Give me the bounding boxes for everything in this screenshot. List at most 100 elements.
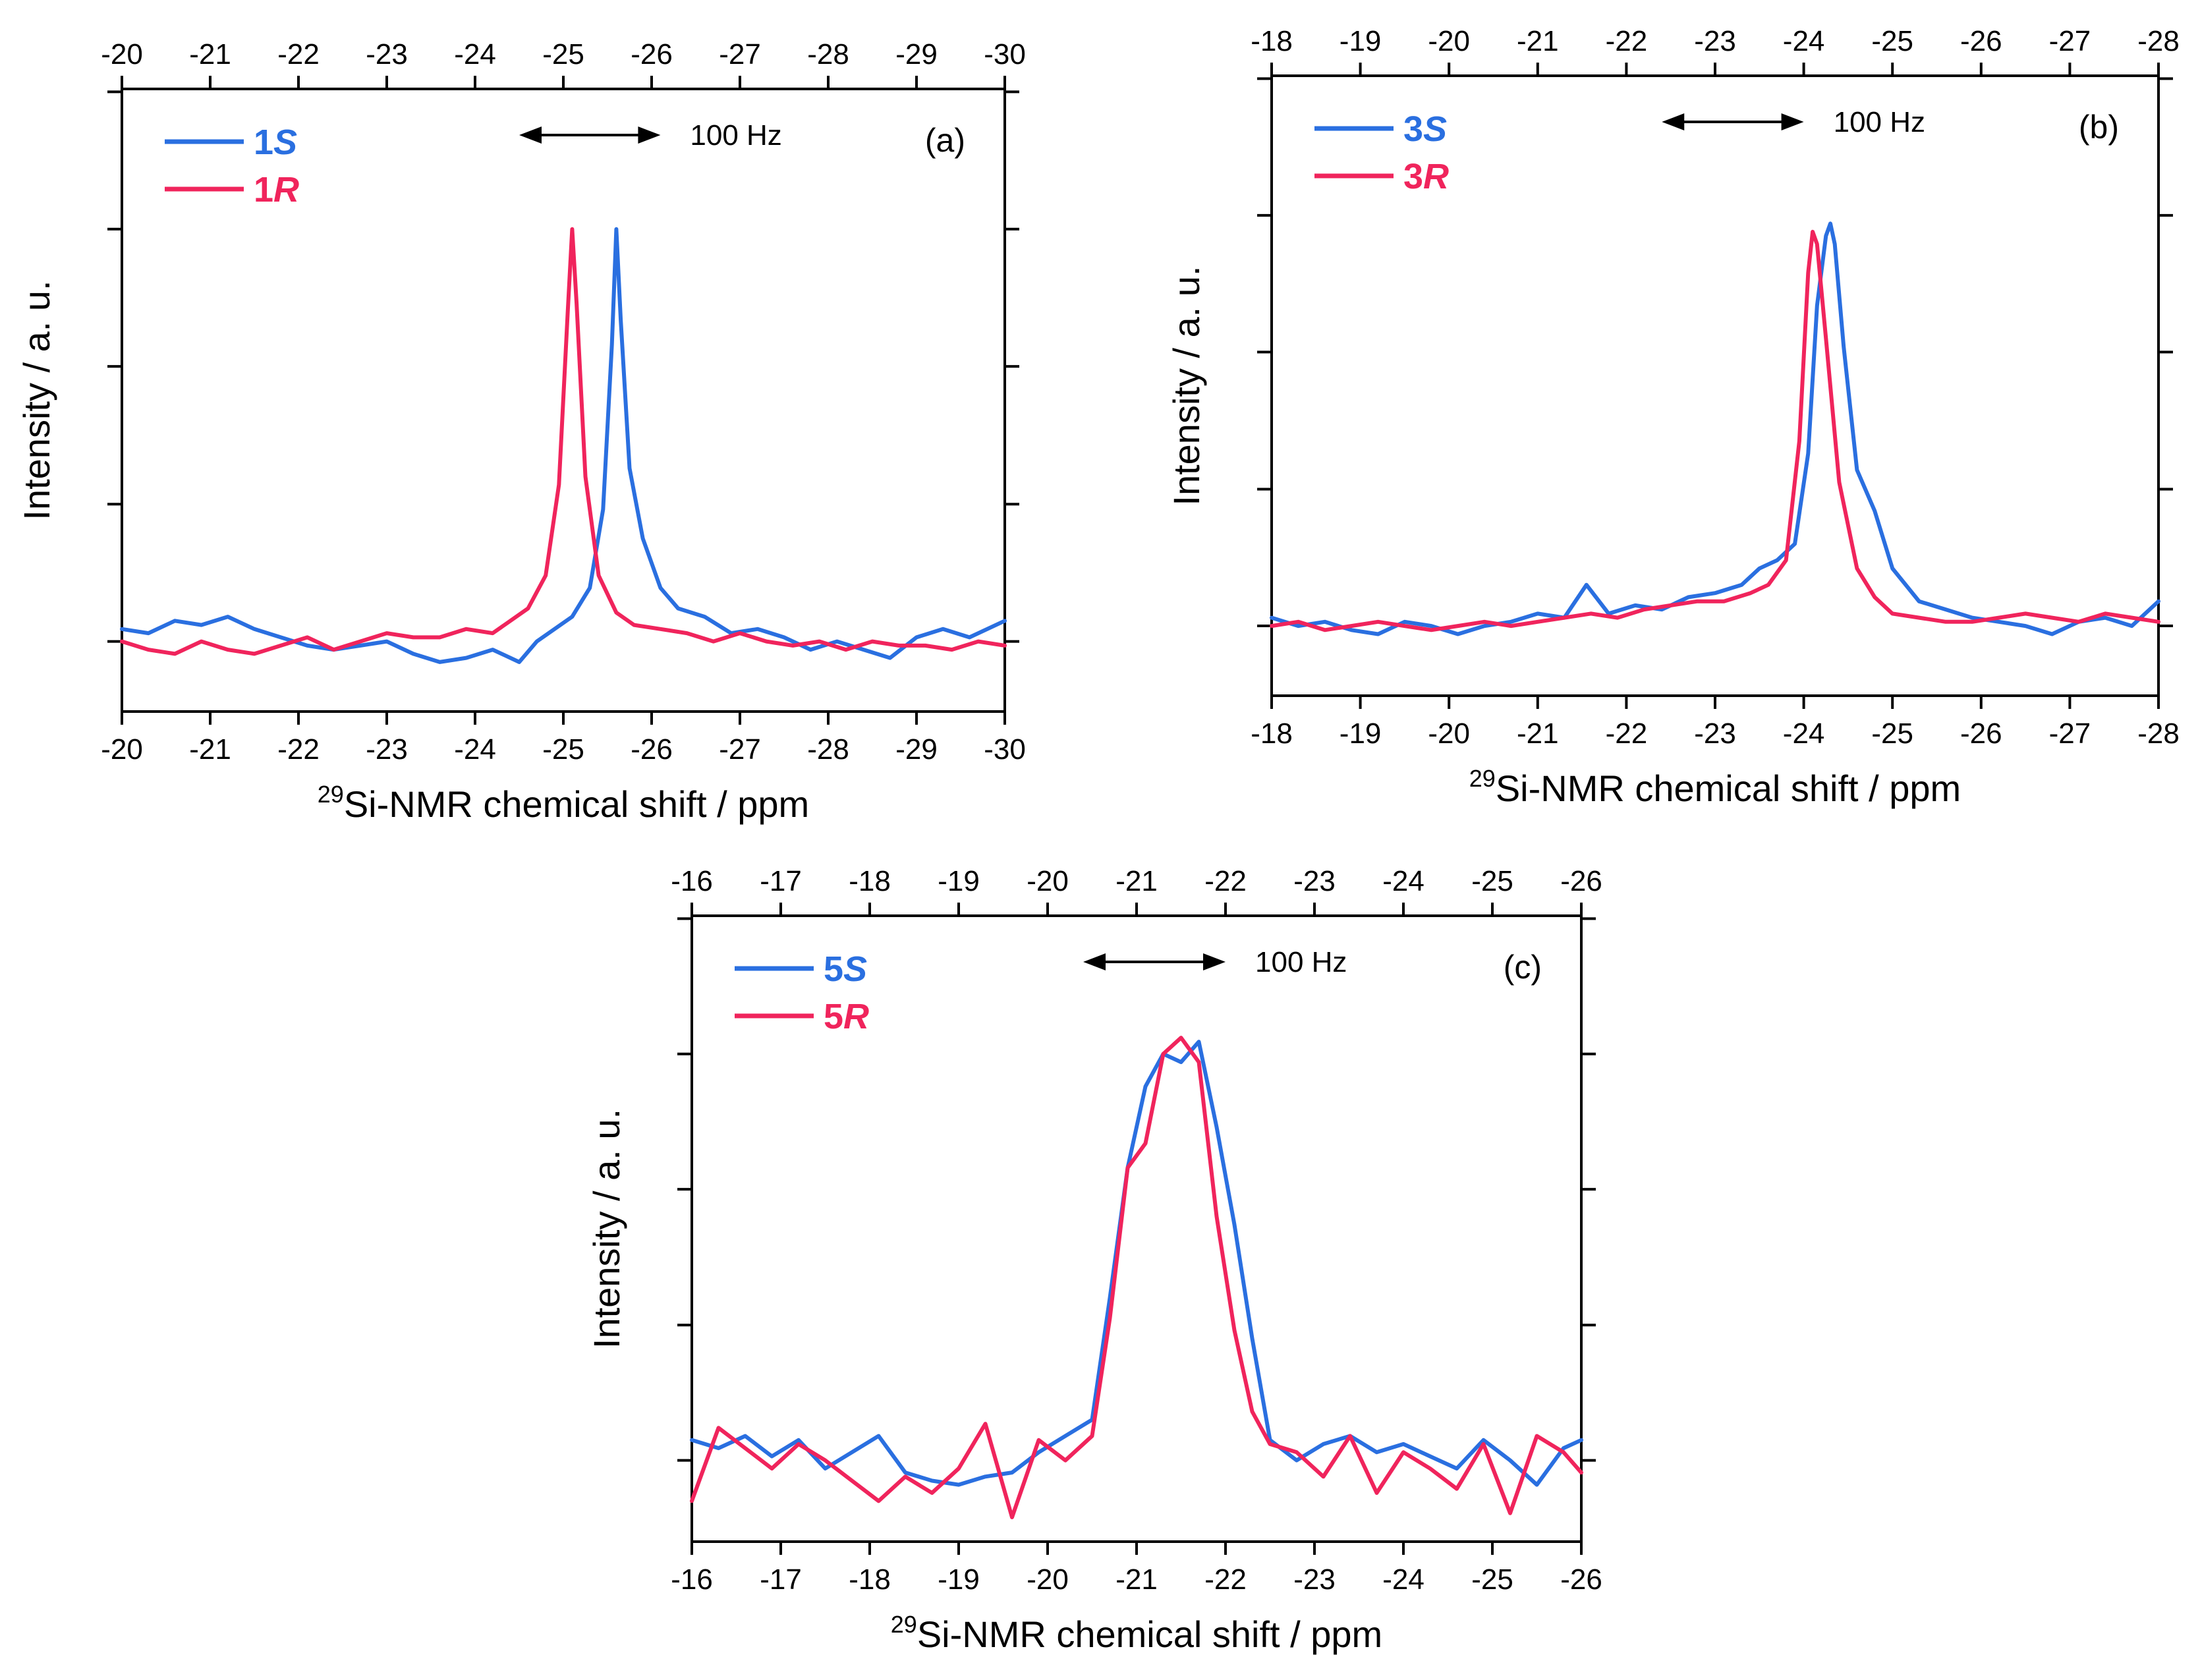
legend-label-number: 3 [1403, 109, 1423, 149]
scale-bar-arrowhead-left [519, 126, 542, 144]
x-tick-label-bottom: -20 [1027, 1563, 1069, 1596]
x-tick-label-top: -18 [849, 865, 891, 897]
legend-label-config: R [1423, 157, 1449, 196]
chart-panel-a: -20 -20 -21 -21 -22 -22 -23 -23 -24 -24 -25 -25 -26 -… [16, 38, 1026, 825]
legend-label-number: 5 [824, 949, 843, 989]
x-tick-label-top: -20 [1027, 865, 1069, 897]
legend-label-config: S [1423, 109, 1447, 149]
legend-label-config: S [273, 123, 297, 162]
x-axis-title-text: Si-NMR chemical shift / ppm [917, 1613, 1382, 1655]
x-tick-label-bottom: -20 [1428, 717, 1470, 750]
x-tick-label-top: -26 [1560, 865, 1602, 897]
panel-label: (c) [1504, 949, 1542, 986]
x-tick-label-bottom: -22 [1606, 717, 1648, 750]
legend-label-number: 1 [254, 170, 273, 210]
series-line-5R [690, 1036, 1583, 1519]
x-tick-label-top: -21 [1115, 865, 1158, 897]
x-tick-label-top: -23 [1694, 25, 1736, 57]
x-tick-label-bottom: -18 [849, 1563, 891, 1596]
x-tick-label-bottom: -21 [189, 733, 231, 766]
x-tick-label-bottom: -28 [2137, 717, 2180, 750]
x-tick-label-bottom: -19 [938, 1563, 980, 1596]
x-axis-title: 29Si-NMR chemical shift / ppm [1469, 765, 1961, 809]
scale-bar-arrowhead-right [638, 126, 661, 144]
x-axis-title: 29Si-NMR chemical shift / ppm [318, 781, 809, 825]
x-tick-label-bottom: -21 [1115, 1563, 1158, 1596]
x-tick-label-bottom: -26 [1560, 1563, 1602, 1596]
legend-label-config: R [273, 170, 299, 210]
x-tick-label-top: -20 [1428, 25, 1470, 57]
panel-label: (b) [2079, 109, 2119, 146]
x-tick-label-bottom: -23 [1293, 1563, 1336, 1596]
x-tick-label-top: -25 [542, 38, 584, 70]
chart-panel-c: -16 -16 -17 -17 -18 -18 -19 -19 -20 -20 -21 -21 -22 -… [586, 865, 1602, 1655]
legend-label-number: 5 [824, 997, 843, 1036]
x-tick-label-top: -26 [1960, 25, 2002, 57]
legend-label-config: S [843, 949, 867, 989]
x-tick-label-top: -22 [1204, 865, 1247, 897]
x-tick-label-bottom: -24 [454, 733, 496, 766]
legend-label-number: 1 [254, 123, 273, 162]
x-tick-label-top: -24 [1382, 865, 1424, 897]
x-axis-title-superscript: 29 [318, 781, 344, 808]
x-tick-label-bottom: -25 [1871, 717, 1913, 750]
x-tick-label-bottom: -27 [719, 733, 761, 766]
x-tick-label-top: -19 [938, 865, 980, 897]
x-tick-label-bottom: -22 [277, 733, 320, 766]
x-tick-label-top: -21 [1517, 25, 1559, 57]
legend-label: 1R [254, 170, 299, 210]
x-tick-label-bottom: -27 [2049, 717, 2091, 750]
x-tick-label-bottom: -18 [1251, 717, 1293, 750]
x-tick-label-bottom: -24 [1783, 717, 1825, 750]
scale-bar-arrowhead-right [1781, 113, 1804, 130]
y-axis-title: Intensity / a. u. [1166, 266, 1207, 505]
legend-label-config: R [843, 997, 869, 1036]
y-axis-title: Intensity / a. u. [16, 280, 57, 520]
x-tick-label-top: -24 [1783, 25, 1825, 57]
x-axis-title: 29Si-NMR chemical shift / ppm [891, 1611, 1382, 1655]
x-tick-label-bottom: -30 [984, 733, 1026, 766]
x-tick-label-bottom: -26 [631, 733, 673, 766]
x-tick-label-top: -24 [454, 38, 496, 70]
x-tick-label-top: -18 [1251, 25, 1293, 57]
x-tick-label-bottom: -21 [1517, 717, 1559, 750]
x-tick-label-top: -27 [719, 38, 761, 70]
series-line-1S [120, 227, 1007, 664]
x-tick-label-top: -21 [189, 38, 231, 70]
x-tick-label-bottom: -20 [101, 733, 143, 766]
x-tick-label-bottom: -25 [542, 733, 584, 766]
x-tick-label-top: -22 [1606, 25, 1648, 57]
scale-bar-arrowhead-left [1083, 953, 1106, 970]
x-tick-label-top: -23 [366, 38, 408, 70]
x-tick-label-bottom: -26 [1960, 717, 2002, 750]
legend-label: 5R [824, 997, 869, 1036]
x-tick-label-bottom: -23 [366, 733, 408, 766]
x-tick-label-top: -27 [2049, 25, 2091, 57]
series-line-5S [690, 1040, 1583, 1487]
x-tick-label-bottom: -28 [807, 733, 849, 766]
x-tick-label-bottom: -16 [671, 1563, 713, 1596]
x-tick-label-top: -29 [895, 38, 938, 70]
x-tick-label-bottom: -22 [1204, 1563, 1247, 1596]
series-line-3R [1270, 229, 2160, 632]
x-tick-label-bottom: -24 [1382, 1563, 1424, 1596]
scale-bar-arrowhead-right [1203, 953, 1226, 970]
x-tick-label-top: -28 [2137, 25, 2180, 57]
x-tick-label-bottom: -29 [895, 733, 938, 766]
x-tick-label-bottom: -23 [1694, 717, 1736, 750]
scale-bar-arrowhead-left [1662, 113, 1685, 130]
x-axis-title-superscript: 29 [891, 1611, 917, 1638]
x-tick-label-top: -22 [277, 38, 320, 70]
panel-label: (a) [925, 122, 965, 159]
x-tick-label-top: -28 [807, 38, 849, 70]
x-tick-label-bottom: -19 [1340, 717, 1382, 750]
x-tick-label-top: -23 [1293, 865, 1336, 897]
legend-label-number: 3 [1403, 157, 1423, 196]
x-axis-title-text: Si-NMR chemical shift / ppm [1496, 768, 1961, 809]
x-axis-title-text: Si-NMR chemical shift / ppm [344, 783, 809, 825]
scale-bar-label: 100 Hz [690, 119, 781, 152]
x-tick-label-bottom: -17 [760, 1563, 802, 1596]
scale-bar-label: 100 Hz [1834, 106, 1925, 138]
x-tick-label-top: -17 [760, 865, 802, 897]
